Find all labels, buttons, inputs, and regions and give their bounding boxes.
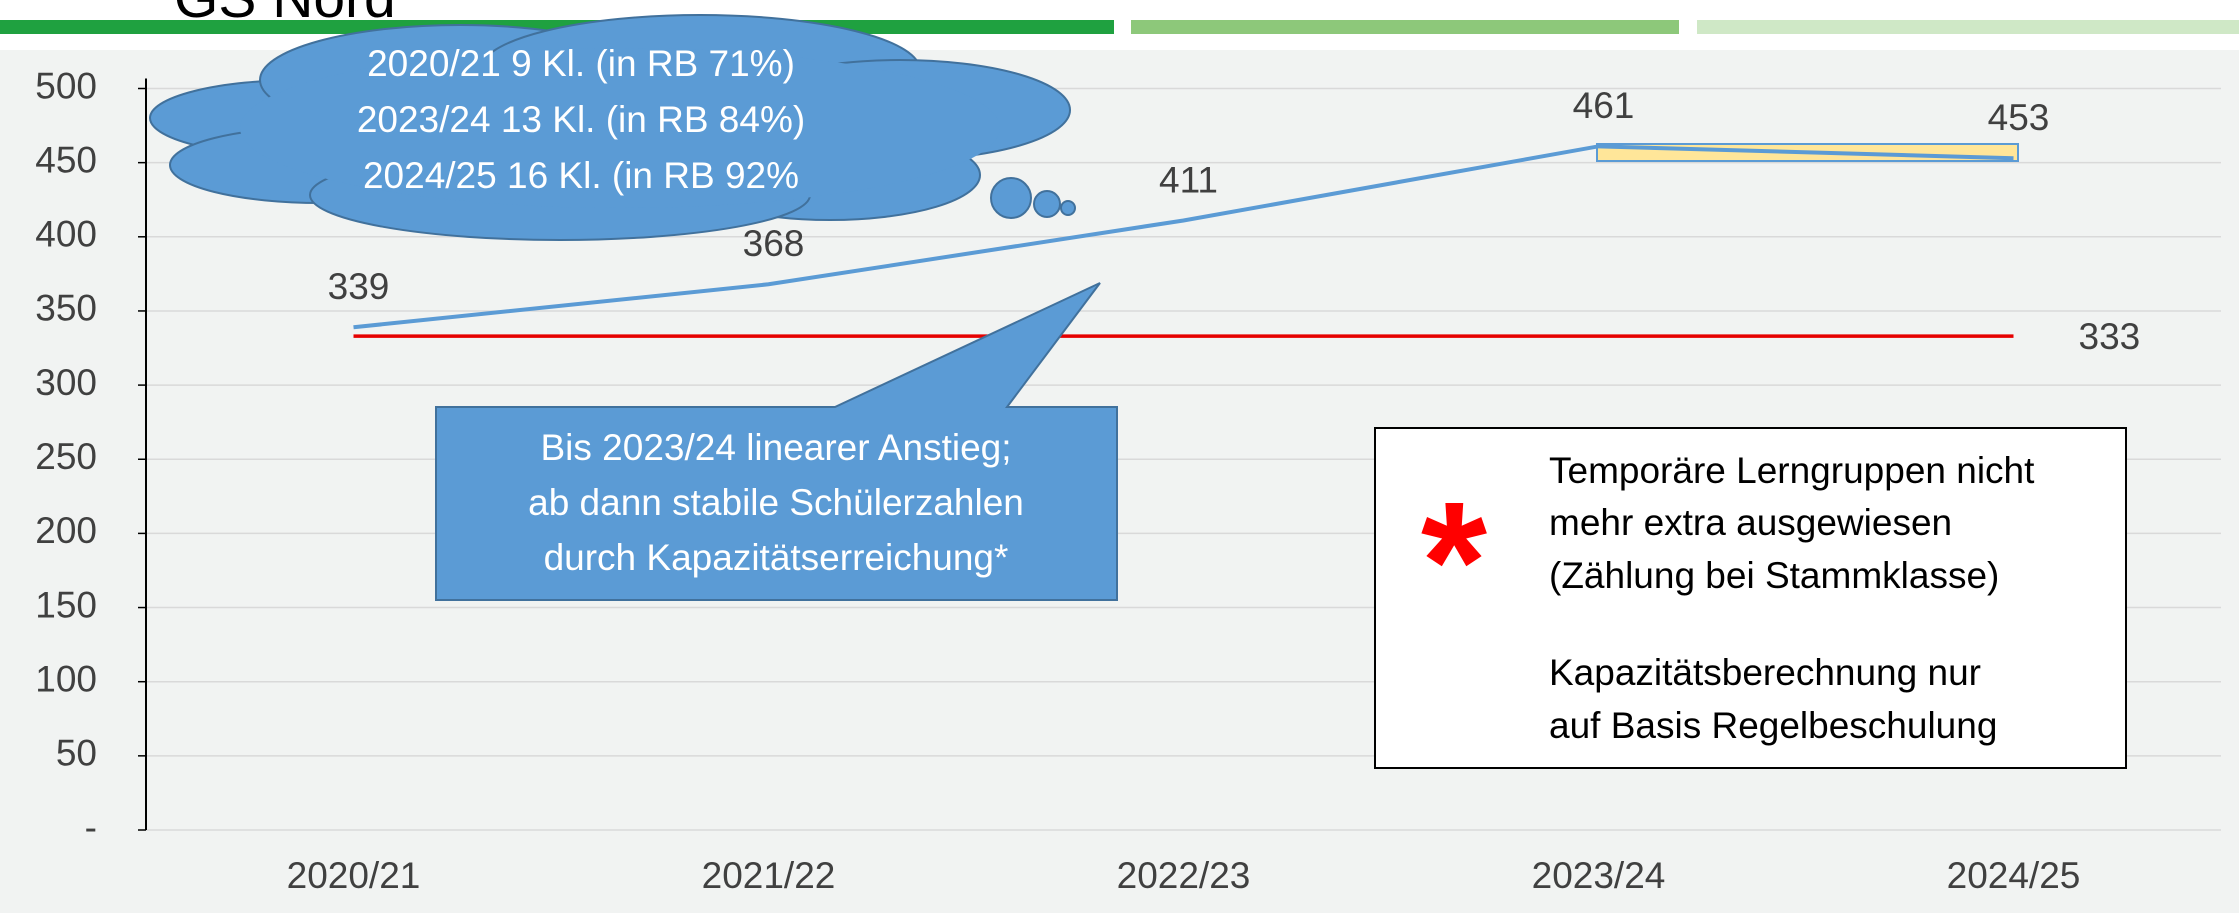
callout-text: ab dann stabile Schülerzahlen: [528, 482, 1024, 523]
cloud-text: 2023/24 13 Kl. (in RB 84%): [357, 99, 805, 140]
note-mark: *: [1421, 467, 1487, 657]
y-tick-label: 400: [35, 214, 97, 255]
x-tick-label: 2020/21: [287, 855, 421, 896]
note-text: (Zählung bei Stammklasse): [1549, 555, 1999, 596]
note-box: [1374, 427, 2127, 769]
data-label: 411: [1159, 159, 1218, 200]
y-tick-label: 100: [35, 658, 97, 699]
y-tick-label: 300: [35, 362, 97, 403]
callout-text: durch Kapazitätserreichung*: [544, 537, 1009, 578]
y-tick-label: 250: [35, 436, 97, 477]
callout: [435, 282, 1118, 601]
note-text: Temporäre Lerngruppen nicht: [1549, 450, 2035, 491]
y-tick-label: 150: [35, 584, 97, 625]
y-tick-label: 50: [56, 733, 97, 774]
x-tick-label: 2024/25: [1947, 855, 2081, 896]
y-tick-label: 200: [35, 510, 97, 551]
y-tick-label: -: [85, 807, 97, 848]
data-label: 339: [328, 266, 390, 307]
data-label: 333: [2079, 316, 2141, 357]
note-text: Kapazitätsberechnung nur: [1549, 652, 1981, 693]
data-label: 461: [1573, 85, 1635, 126]
x-tick-label: 2022/23: [1117, 855, 1251, 896]
note-text: mehr extra ausgewiesen: [1549, 502, 1952, 543]
x-tick-label: 2023/24: [1532, 855, 1666, 896]
cloud: [149, 14, 1076, 241]
data-label: 368: [743, 223, 805, 264]
x-tick-label: 2021/22: [702, 855, 836, 896]
y-tick-label: 500: [35, 65, 97, 106]
note-text: auf Basis Regelbeschulung: [1549, 705, 1997, 746]
cloud-text: 2020/21 9 Kl. (in RB 71%): [367, 43, 795, 84]
cloud-text: 2024/25 16 Kl. (in RB 92%: [363, 155, 799, 196]
y-tick-label: 350: [35, 288, 97, 329]
series-line: [353, 144, 2014, 330]
header-bar: [1697, 20, 2239, 34]
header-bar: [1131, 20, 1679, 34]
callout-text: Bis 2023/24 linearer Anstieg;: [540, 427, 1011, 468]
data-label: 453: [1988, 97, 2050, 138]
y-tick-label: 450: [35, 139, 97, 180]
